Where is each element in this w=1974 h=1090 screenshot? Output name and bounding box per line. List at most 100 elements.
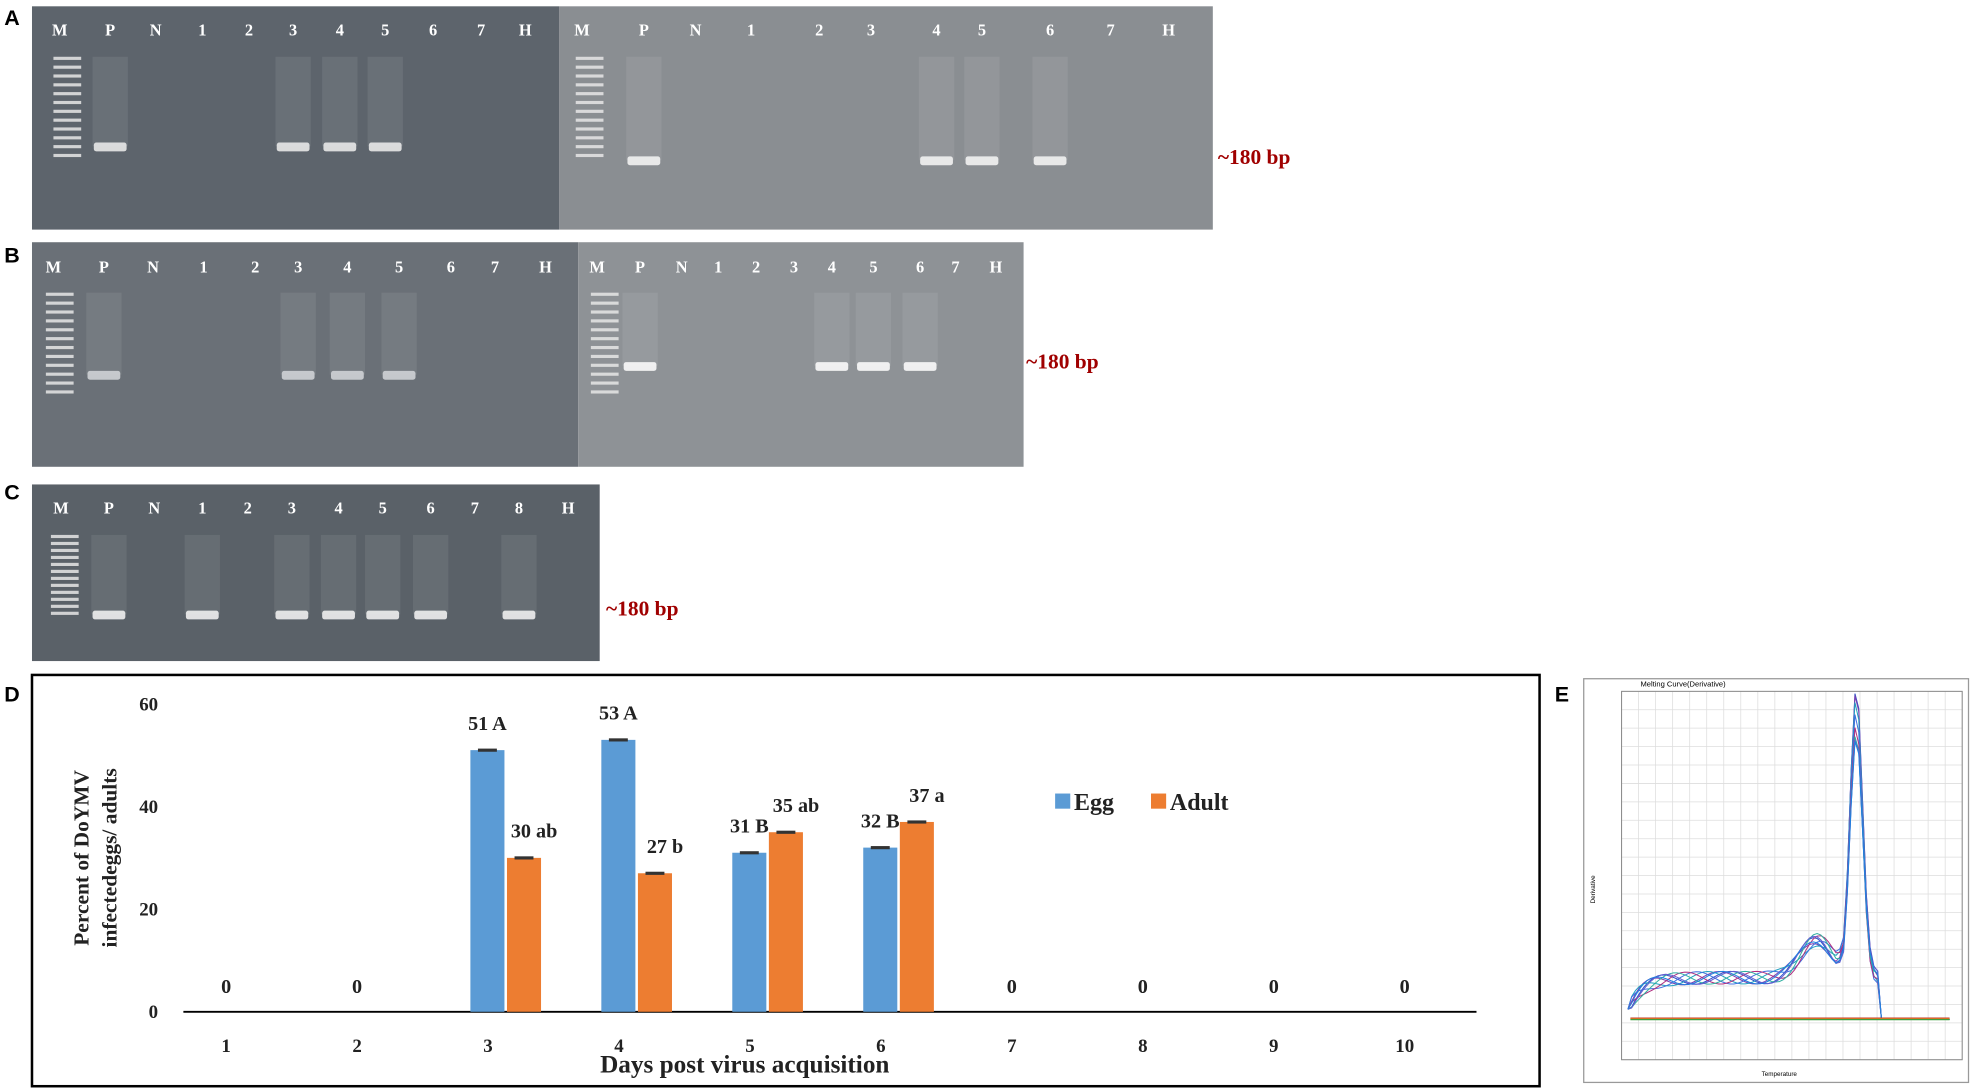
ladder-band bbox=[53, 145, 82, 149]
dna-band bbox=[275, 610, 309, 620]
panel-letter: C bbox=[4, 481, 19, 505]
lane-label: M bbox=[574, 20, 589, 39]
value-label: 0 bbox=[1400, 976, 1410, 998]
lane-label: H bbox=[519, 20, 532, 39]
smear bbox=[275, 56, 311, 147]
lane-label: 6 bbox=[916, 258, 924, 277]
ladder-band bbox=[53, 92, 82, 96]
smear bbox=[92, 56, 128, 147]
ladder-band bbox=[590, 319, 619, 323]
lane-label: 2 bbox=[752, 258, 760, 277]
value-label: 35 ab bbox=[773, 795, 820, 817]
dna-band bbox=[502, 610, 536, 620]
ladder-band bbox=[590, 372, 619, 376]
error-bar bbox=[645, 871, 665, 875]
y-tick-label: 60 bbox=[139, 694, 158, 715]
ladder-band bbox=[45, 363, 74, 367]
gel-image bbox=[559, 6, 1213, 230]
legend-swatch bbox=[1151, 793, 1167, 809]
ladder-band bbox=[53, 100, 82, 105]
ladder-band bbox=[575, 92, 604, 96]
ladder-band bbox=[45, 328, 74, 332]
ladder-band bbox=[45, 319, 74, 323]
ladder-band bbox=[575, 74, 604, 78]
ladder-band bbox=[575, 127, 604, 131]
smear bbox=[280, 292, 316, 375]
ladder-band bbox=[575, 153, 604, 158]
lane-label: H bbox=[1162, 20, 1175, 39]
lane-label: 3 bbox=[288, 498, 296, 517]
lane-label: P bbox=[635, 258, 645, 277]
dna-band bbox=[276, 142, 310, 152]
x-tick-label: 6 bbox=[876, 1036, 885, 1057]
x-tick-label: 10 bbox=[1395, 1036, 1414, 1057]
ladder-band bbox=[575, 109, 604, 113]
lane-label: M bbox=[589, 258, 604, 277]
ladder-band bbox=[575, 118, 604, 122]
ladder-band bbox=[53, 127, 82, 131]
dna-band bbox=[623, 362, 657, 371]
smear bbox=[320, 534, 357, 615]
lane-label: 3 bbox=[790, 258, 798, 277]
lane-label: 5 bbox=[869, 258, 877, 277]
chart-frame bbox=[30, 673, 1541, 1088]
x-tick-label: 4 bbox=[614, 1036, 624, 1057]
lane-label: 5 bbox=[978, 20, 986, 39]
lane-label: 1 bbox=[747, 20, 755, 39]
x-tick-label: 2 bbox=[352, 1036, 361, 1057]
dna-band bbox=[414, 610, 448, 620]
bar bbox=[899, 821, 934, 1012]
x-tick-label: 5 bbox=[745, 1036, 754, 1057]
lane-label: 6 bbox=[1046, 20, 1054, 39]
gel-panels: A M P N 1 2 3 4 5 6 7 H M P N 1 2 3 4 5 6 7 H ~180 bp B M P N 1 2 3 4 5 6… bbox=[4, 6, 1291, 662]
value-label: 37 a bbox=[909, 785, 944, 807]
size-label: ~180 bp bbox=[1218, 145, 1291, 169]
ladder-band bbox=[50, 583, 79, 587]
lane-label: 1 bbox=[198, 498, 206, 517]
lane-label: 8 bbox=[515, 498, 523, 517]
dna-band bbox=[93, 142, 127, 152]
ladder-band bbox=[590, 363, 619, 367]
error-bar bbox=[608, 738, 628, 742]
dna-band bbox=[322, 610, 355, 620]
dna-band bbox=[323, 142, 357, 152]
dna-band bbox=[920, 156, 953, 166]
smear bbox=[814, 292, 850, 366]
lane-label: N bbox=[150, 20, 162, 39]
lane-label: 7 bbox=[477, 20, 485, 39]
value-label: 27 b bbox=[647, 836, 683, 858]
value-label: 32 B bbox=[861, 810, 900, 832]
value-label: 0 bbox=[221, 976, 231, 998]
lane-label: 5 bbox=[395, 258, 403, 277]
lane-label: 3 bbox=[294, 258, 302, 277]
ladder-band bbox=[50, 534, 79, 539]
x-tick-label: 3 bbox=[483, 1036, 492, 1057]
lane-label: N bbox=[690, 20, 702, 39]
dna-band bbox=[1033, 156, 1067, 166]
dna-band bbox=[92, 610, 126, 620]
x-tick-label: 9 bbox=[1269, 1036, 1278, 1057]
smear bbox=[86, 292, 122, 375]
plot-area bbox=[1621, 690, 1963, 1061]
ladder-band bbox=[575, 100, 604, 105]
ladder-band bbox=[53, 118, 82, 122]
smear bbox=[91, 534, 127, 615]
lane-label: 2 bbox=[244, 498, 252, 517]
legend-label: Egg bbox=[1074, 790, 1114, 816]
x-axis-label: Temperature bbox=[1762, 1071, 1798, 1078]
dna-band bbox=[857, 362, 890, 371]
ladder-band bbox=[50, 548, 79, 553]
ladder-band bbox=[45, 301, 74, 305]
lane-label: 4 bbox=[336, 20, 344, 39]
dna-band bbox=[965, 156, 999, 166]
ladder-band bbox=[53, 65, 82, 69]
dna-band bbox=[627, 156, 661, 166]
dna-band bbox=[815, 362, 849, 371]
ladder-band bbox=[50, 576, 79, 580]
lane-label: N bbox=[147, 258, 159, 277]
smear bbox=[902, 292, 938, 366]
bar bbox=[768, 832, 803, 1012]
ladder-band bbox=[575, 136, 604, 140]
smear bbox=[367, 56, 403, 147]
